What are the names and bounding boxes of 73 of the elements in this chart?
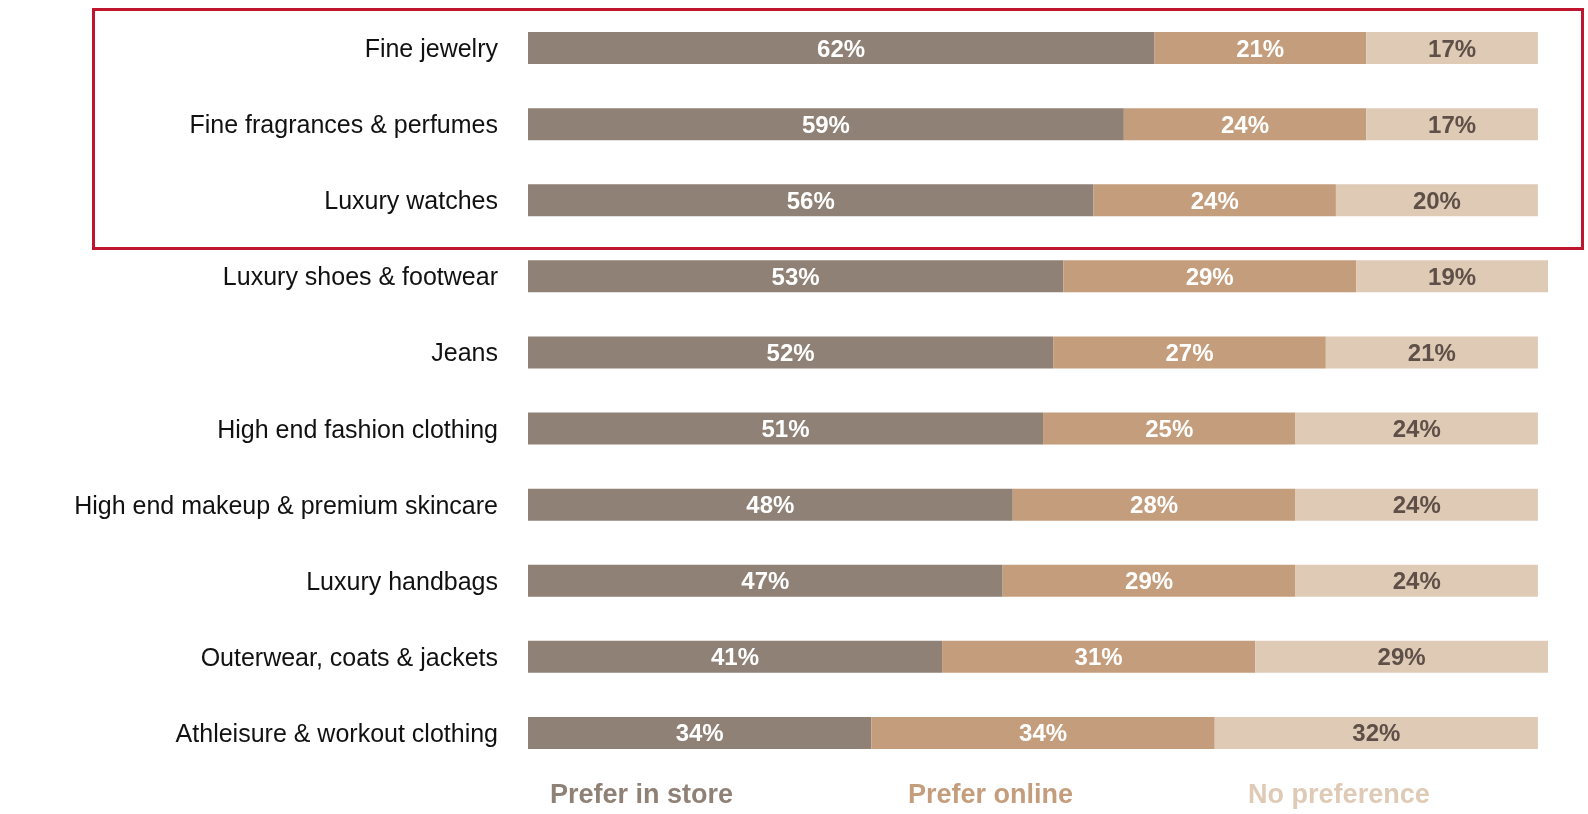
data-label: 20% <box>1412 186 1461 214</box>
bar <box>528 640 943 673</box>
bar <box>528 488 1013 521</box>
bar <box>1002 564 1296 597</box>
data-label: 24% <box>1392 491 1441 519</box>
y-tick-label: High end makeup & premium skincare <box>74 490 498 519</box>
data-label: 17% <box>1428 110 1477 138</box>
y-tick-label: Fine fragrances & perfumes <box>189 110 498 139</box>
bar <box>1012 488 1296 521</box>
data-label: 24% <box>1190 186 1239 214</box>
data-label: 29% <box>1377 643 1426 671</box>
bar <box>871 716 1215 749</box>
bar <box>1295 412 1538 445</box>
bar <box>528 716 872 749</box>
bar <box>1366 32 1538 65</box>
y-tick-label: Fine jewelry <box>364 34 499 63</box>
bar <box>528 108 1124 141</box>
data-label: 34% <box>675 719 724 747</box>
bar <box>528 32 1155 65</box>
bar <box>1366 108 1538 141</box>
bar <box>1154 32 1367 65</box>
bar <box>1295 564 1538 597</box>
bar <box>1043 412 1296 445</box>
bar <box>1093 184 1336 217</box>
y-tick-label: High end fashion clothing <box>217 414 498 443</box>
bar <box>528 412 1044 445</box>
data-label: 24% <box>1392 415 1441 443</box>
bar <box>942 640 1256 673</box>
series-label: No preference <box>1248 778 1430 809</box>
data-label: 56% <box>786 186 835 214</box>
data-label: 27% <box>1165 338 1214 366</box>
data-label: 29% <box>1185 262 1234 290</box>
bar <box>1356 260 1548 293</box>
series-label: Prefer in store <box>550 778 734 809</box>
data-label: 34% <box>1019 719 1068 747</box>
bar <box>1063 260 1357 293</box>
data-label: 28% <box>1130 491 1179 519</box>
bar <box>1295 488 1538 521</box>
data-label: 17% <box>1428 34 1477 62</box>
data-label: 25% <box>1145 415 1194 443</box>
data-label: 21% <box>1236 34 1285 62</box>
y-tick-label: Jeans <box>431 338 498 367</box>
bar <box>528 336 1054 369</box>
data-label: 21% <box>1407 338 1456 366</box>
bar <box>528 184 1094 217</box>
bar <box>1335 184 1538 217</box>
data-label: 41% <box>711 643 760 671</box>
y-tick-label: Athleisure & workout clothing <box>175 718 498 747</box>
data-label: 31% <box>1074 643 1123 671</box>
data-label: 59% <box>801 110 850 138</box>
data-label: 29% <box>1125 567 1174 595</box>
data-label: 47% <box>741 567 790 595</box>
bar <box>528 564 1003 597</box>
data-label: 52% <box>766 338 815 366</box>
data-label: 53% <box>771 262 820 290</box>
data-label: 51% <box>761 415 810 443</box>
data-label: 32% <box>1352 719 1401 747</box>
data-label: 19% <box>1428 262 1477 290</box>
data-label: 24% <box>1221 110 1270 138</box>
series-label: Prefer online <box>908 778 1074 809</box>
data-label: 24% <box>1392 567 1441 595</box>
bar <box>1255 640 1548 673</box>
bar <box>1214 716 1538 749</box>
data-label: 62% <box>817 34 866 62</box>
y-tick-label: Luxury handbags <box>306 566 498 595</box>
bar <box>528 260 1064 293</box>
data-label: 48% <box>746 491 795 519</box>
bar <box>1325 336 1538 369</box>
bar <box>1053 336 1326 369</box>
bar <box>1123 108 1367 141</box>
y-tick-label: Outerwear, coats & jackets <box>200 642 498 671</box>
y-tick-label: Luxury watches <box>324 186 498 215</box>
y-tick-label: Luxury shoes & footwear <box>222 262 498 291</box>
